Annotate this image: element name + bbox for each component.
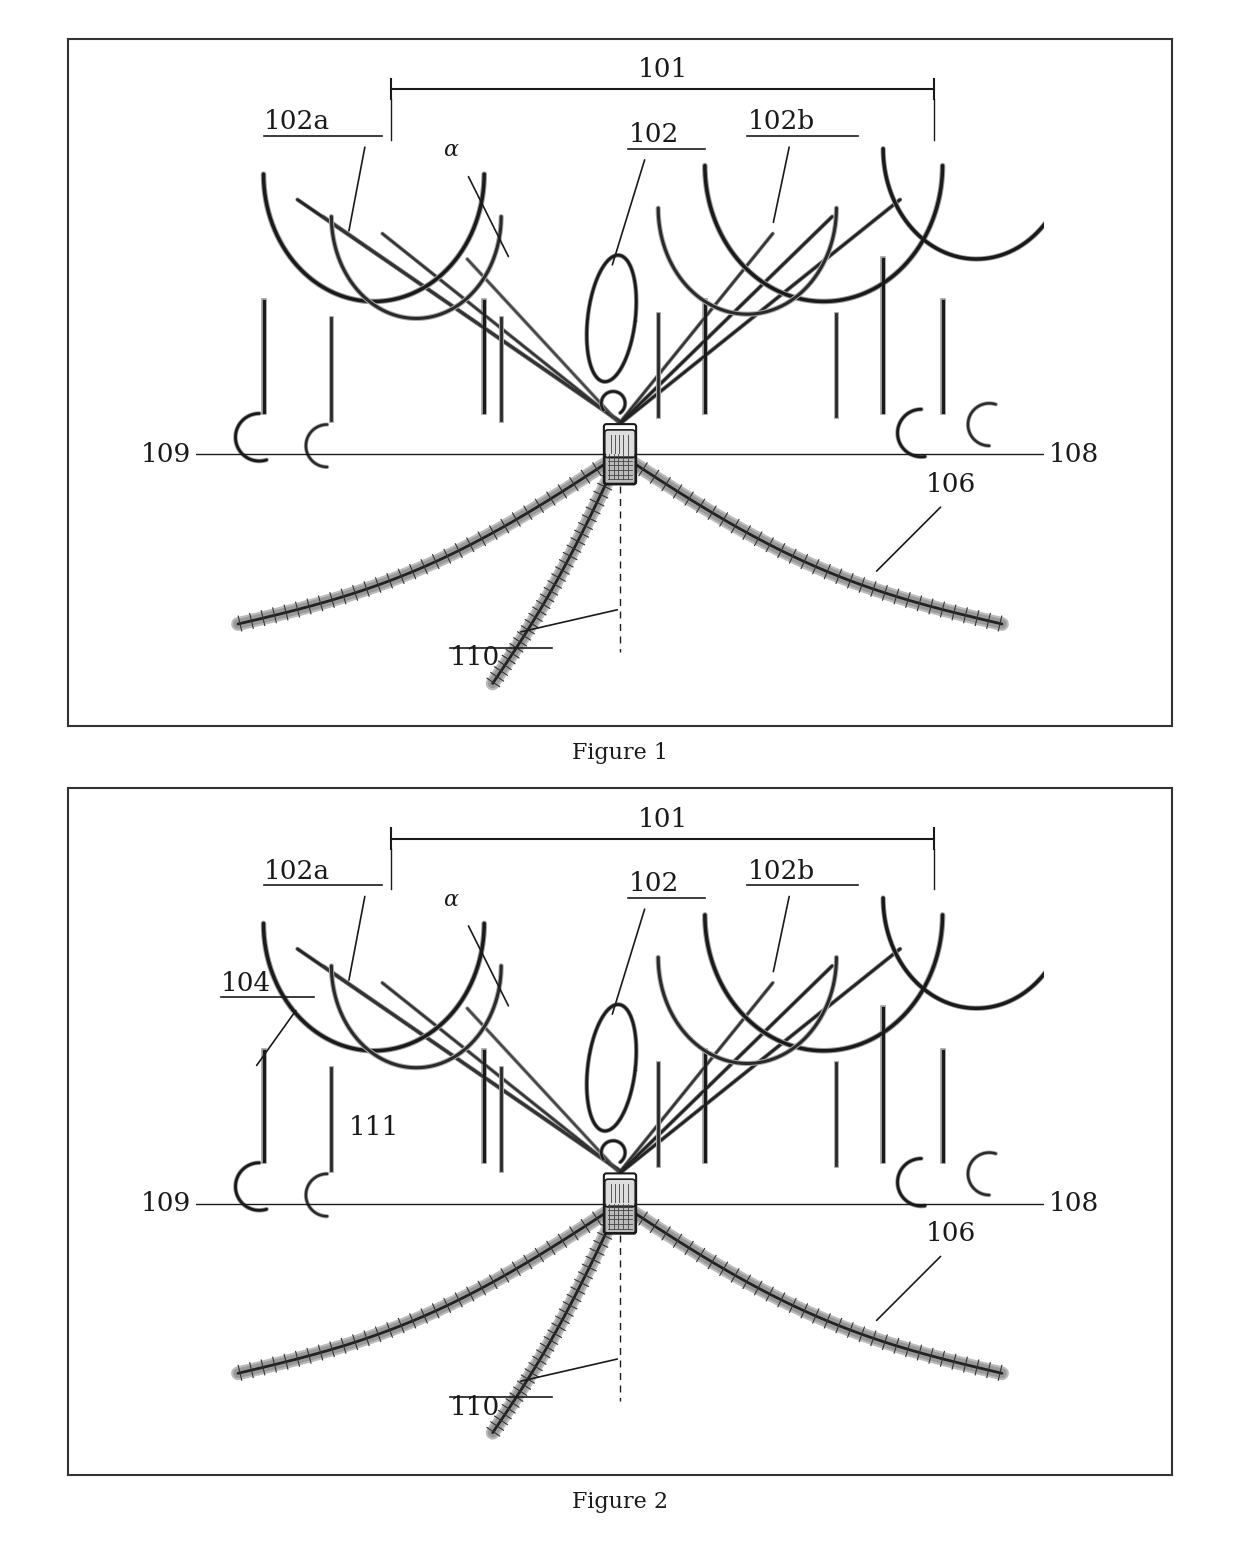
- Text: 102a: 102a: [264, 109, 330, 134]
- Text: 110: 110: [450, 645, 501, 670]
- Text: 101: 101: [637, 58, 687, 83]
- Text: 108: 108: [1049, 1191, 1099, 1216]
- FancyBboxPatch shape: [605, 1179, 635, 1207]
- Text: 109: 109: [141, 442, 191, 467]
- Text: 102b: 102b: [748, 109, 815, 134]
- Text: 111: 111: [348, 1115, 399, 1140]
- FancyBboxPatch shape: [605, 450, 635, 484]
- FancyBboxPatch shape: [605, 429, 635, 457]
- Text: α: α: [443, 139, 458, 161]
- Text: 104: 104: [221, 971, 272, 996]
- Text: α: α: [443, 888, 458, 910]
- FancyBboxPatch shape: [605, 1199, 635, 1233]
- Text: 101: 101: [637, 807, 687, 832]
- Text: 106: 106: [925, 471, 976, 496]
- Text: 106: 106: [925, 1221, 976, 1246]
- Text: 110: 110: [450, 1394, 501, 1419]
- Text: Figure 2: Figure 2: [572, 1491, 668, 1514]
- Text: 102: 102: [629, 871, 678, 896]
- Text: 109: 109: [141, 1191, 191, 1216]
- Text: 102b: 102b: [748, 859, 815, 884]
- Text: 102: 102: [629, 122, 678, 147]
- Text: 102a: 102a: [264, 859, 330, 884]
- Text: 108: 108: [1049, 442, 1099, 467]
- Text: Figure 1: Figure 1: [572, 741, 668, 765]
